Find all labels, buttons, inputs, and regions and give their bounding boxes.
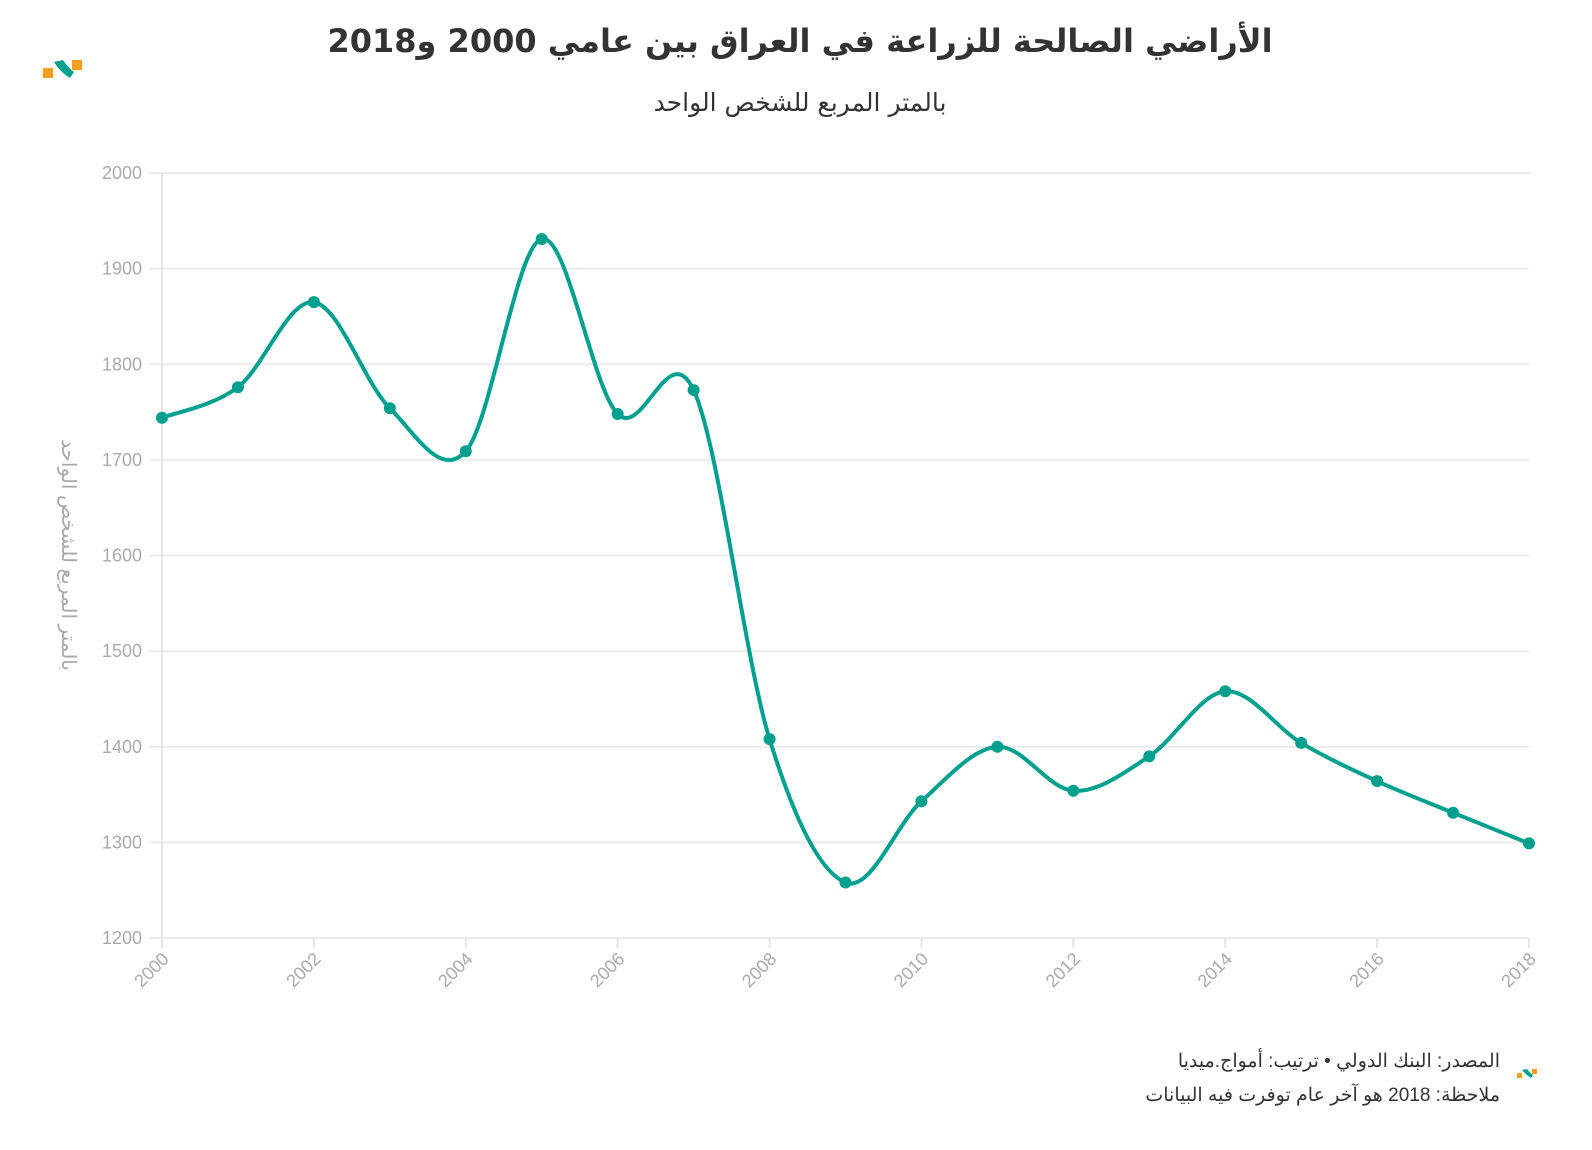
data-point[interactable] [991,740,1004,753]
data-point[interactable] [1143,750,1156,763]
x-tick-label: 2000 [130,949,172,991]
x-tick-label: 2014 [1194,949,1236,991]
note-text: ملاحظة: 2018 هو آخر عام توفرت فيه البيان… [1145,1085,1500,1106]
logo-icon [43,60,82,78]
y-tick-label: 1900 [102,259,142,279]
data-point[interactable] [231,381,244,394]
data-point[interactable] [1067,784,1080,797]
footer-logo-icon [1517,1069,1537,1078]
y-tick-label: 1700 [102,450,142,470]
data-point[interactable] [839,876,852,889]
data-point[interactable] [915,795,928,808]
y-tick-label: 1300 [102,832,142,852]
x-tick-label: 2018 [1497,949,1539,991]
data-point[interactable] [687,384,700,397]
data-point[interactable] [763,733,776,746]
data-point[interactable] [156,411,168,424]
x-tick-label: 2006 [586,949,628,991]
chart-title: الأراضي الصالحة للزراعة في العراق بين عا… [327,22,1273,60]
data-point[interactable] [1219,685,1232,698]
source-text: المصدر: البنك الدولي • ترتيب: أمواج.ميدي… [1177,1051,1500,1072]
y-tick-label: 1500 [102,641,142,661]
data-point[interactable] [1295,736,1308,749]
y-tick-label: 1200 [102,928,142,948]
x-tick-label: 2012 [1042,949,1084,991]
series-line [161,236,1530,886]
x-tick-label: 2008 [738,949,780,991]
data-point[interactable] [383,402,396,415]
x-tick-label: 2004 [434,949,476,991]
y-tick-label: 2000 [102,163,142,183]
y-tick-label: 1800 [102,354,142,374]
x-tick-label: 2010 [890,949,932,991]
y-axis-label: بالمتر المربع للشخص الواحد [57,439,79,671]
y-tick-label: 1600 [102,546,142,566]
x-tick-label: 2002 [282,949,324,991]
chart-subtitle: بالمتر المربع للشخص الواحد [653,88,947,117]
data-point[interactable] [459,445,472,458]
data-point[interactable] [535,232,548,245]
data-point[interactable] [1447,806,1460,819]
y-tick-label: 1400 [102,737,142,757]
data-point[interactable] [1523,837,1535,850]
footer: المصدر: البنك الدولي • ترتيب: أمواج.ميدي… [1145,1045,1500,1113]
data-point[interactable] [307,296,320,309]
data-point[interactable] [1371,775,1384,788]
data-point[interactable] [611,407,624,420]
x-tick-label: 2016 [1345,949,1387,991]
